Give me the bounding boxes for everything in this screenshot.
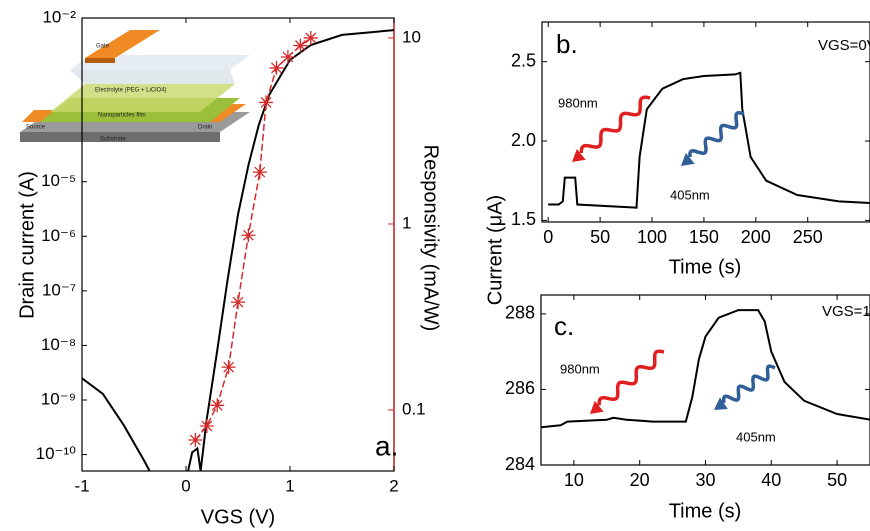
y2-tick-label: 10	[402, 27, 421, 46]
y-tick-label: 2.0	[511, 130, 536, 150]
light-arrow	[597, 349, 665, 406]
light-arrow	[721, 364, 776, 404]
y-tick-label: 284	[505, 454, 535, 474]
y-tick-label: 10⁻⁹	[41, 389, 76, 408]
inset-label: Source	[26, 125, 46, 131]
y-tick-label: 10⁻⁶	[41, 226, 76, 245]
annotation: c.	[554, 311, 574, 341]
x-tick-label: 0	[543, 227, 553, 247]
asterisk-marker	[293, 38, 308, 53]
asterisk-marker	[259, 95, 274, 110]
y2-tick-label: 1	[402, 213, 411, 232]
x-tick-label: 50	[827, 470, 847, 490]
annotation: b.	[556, 29, 578, 59]
device-inset: Gate Electrolyte (PEG + LiClO4) Nanopart…	[20, 30, 250, 143]
y-axis-label: Current (μA)	[484, 195, 506, 305]
annotation: 405nm	[670, 187, 710, 202]
y-tick-label: 1.5	[511, 209, 536, 229]
inset-label: Gate	[96, 44, 110, 50]
y-tick-label: 2.5	[511, 50, 536, 70]
plot-area	[548, 71, 870, 209]
x-tick-label: -1	[74, 476, 89, 495]
x-tick-label: 1	[285, 476, 294, 495]
inset-label: Drain	[198, 125, 212, 131]
x-tick-label: 10	[564, 470, 584, 490]
annotation: VGS=0V	[818, 37, 870, 54]
plot-area	[82, 29, 394, 471]
asterisk-marker	[199, 419, 214, 434]
x-tick-label: 0	[181, 476, 190, 495]
y-tick-label: 10⁻⁵	[41, 171, 76, 190]
y-tick-label: 10⁻⁷	[42, 280, 76, 299]
y2-axis-label: Responsivity (mA/W)	[420, 145, 442, 332]
plot-frame	[541, 21, 870, 223]
x-tick-label: 40	[761, 470, 781, 490]
x-tick-label: 50	[590, 227, 610, 247]
x-axis-label: Time (s)	[669, 256, 742, 278]
x-tick-label: 20	[630, 470, 650, 490]
light-arrow	[579, 95, 651, 153]
y-tick-label: 10⁻⁸	[41, 335, 76, 354]
arrow-head	[681, 152, 695, 166]
inset-label: Electrolyte (PEG + LiClO4)	[95, 88, 167, 94]
arrow-head	[714, 397, 728, 410]
y-axis-label: Drain current (A)	[16, 171, 38, 319]
asterisk-marker	[231, 295, 245, 310]
y-tick-label: 286	[505, 378, 535, 398]
asterisk-marker	[303, 30, 318, 45]
inset-label: Nanoparticles film	[98, 113, 146, 119]
asterisk-marker	[210, 398, 225, 413]
x-tick-label: 100	[637, 227, 667, 247]
x-axis-label: Time (s)	[669, 500, 742, 522]
asterisk-marker	[241, 228, 256, 243]
asterisk-marker	[269, 60, 284, 75]
annotation: 980nm	[558, 95, 598, 110]
x-tick-label: 250	[793, 227, 823, 247]
y-tick-label: 288	[505, 303, 535, 323]
asterisk-marker	[252, 165, 267, 180]
annotation: 405nm	[736, 429, 776, 444]
asterisk-marker	[221, 360, 236, 375]
annotation: 980nm	[560, 361, 600, 376]
asterisk-marker	[188, 432, 203, 447]
asterisk-marker	[280, 49, 295, 64]
inset-label: Substrate	[100, 137, 126, 143]
x-tick-label: 200	[741, 227, 771, 247]
x-tick-label: 30	[695, 470, 715, 490]
y2-tick-label: 0.1	[402, 399, 426, 418]
x-tick-label: 150	[689, 227, 719, 247]
x-tick-label: 2	[389, 476, 398, 495]
y-tick-label: 10⁻¹⁰	[36, 444, 77, 463]
series-line	[548, 71, 870, 209]
arrow-head	[590, 400, 604, 414]
annotation: VGS=1.1V	[822, 303, 870, 320]
x-axis-label: VGS (V)	[201, 506, 275, 528]
plot-area	[541, 309, 870, 429]
light-arrow	[688, 111, 745, 158]
series-line	[541, 309, 870, 429]
plot-frame	[540, 294, 870, 466]
y-tick-label: 10⁻²	[42, 7, 76, 26]
annotation: a.	[375, 430, 398, 461]
arrow-head	[572, 148, 586, 162]
